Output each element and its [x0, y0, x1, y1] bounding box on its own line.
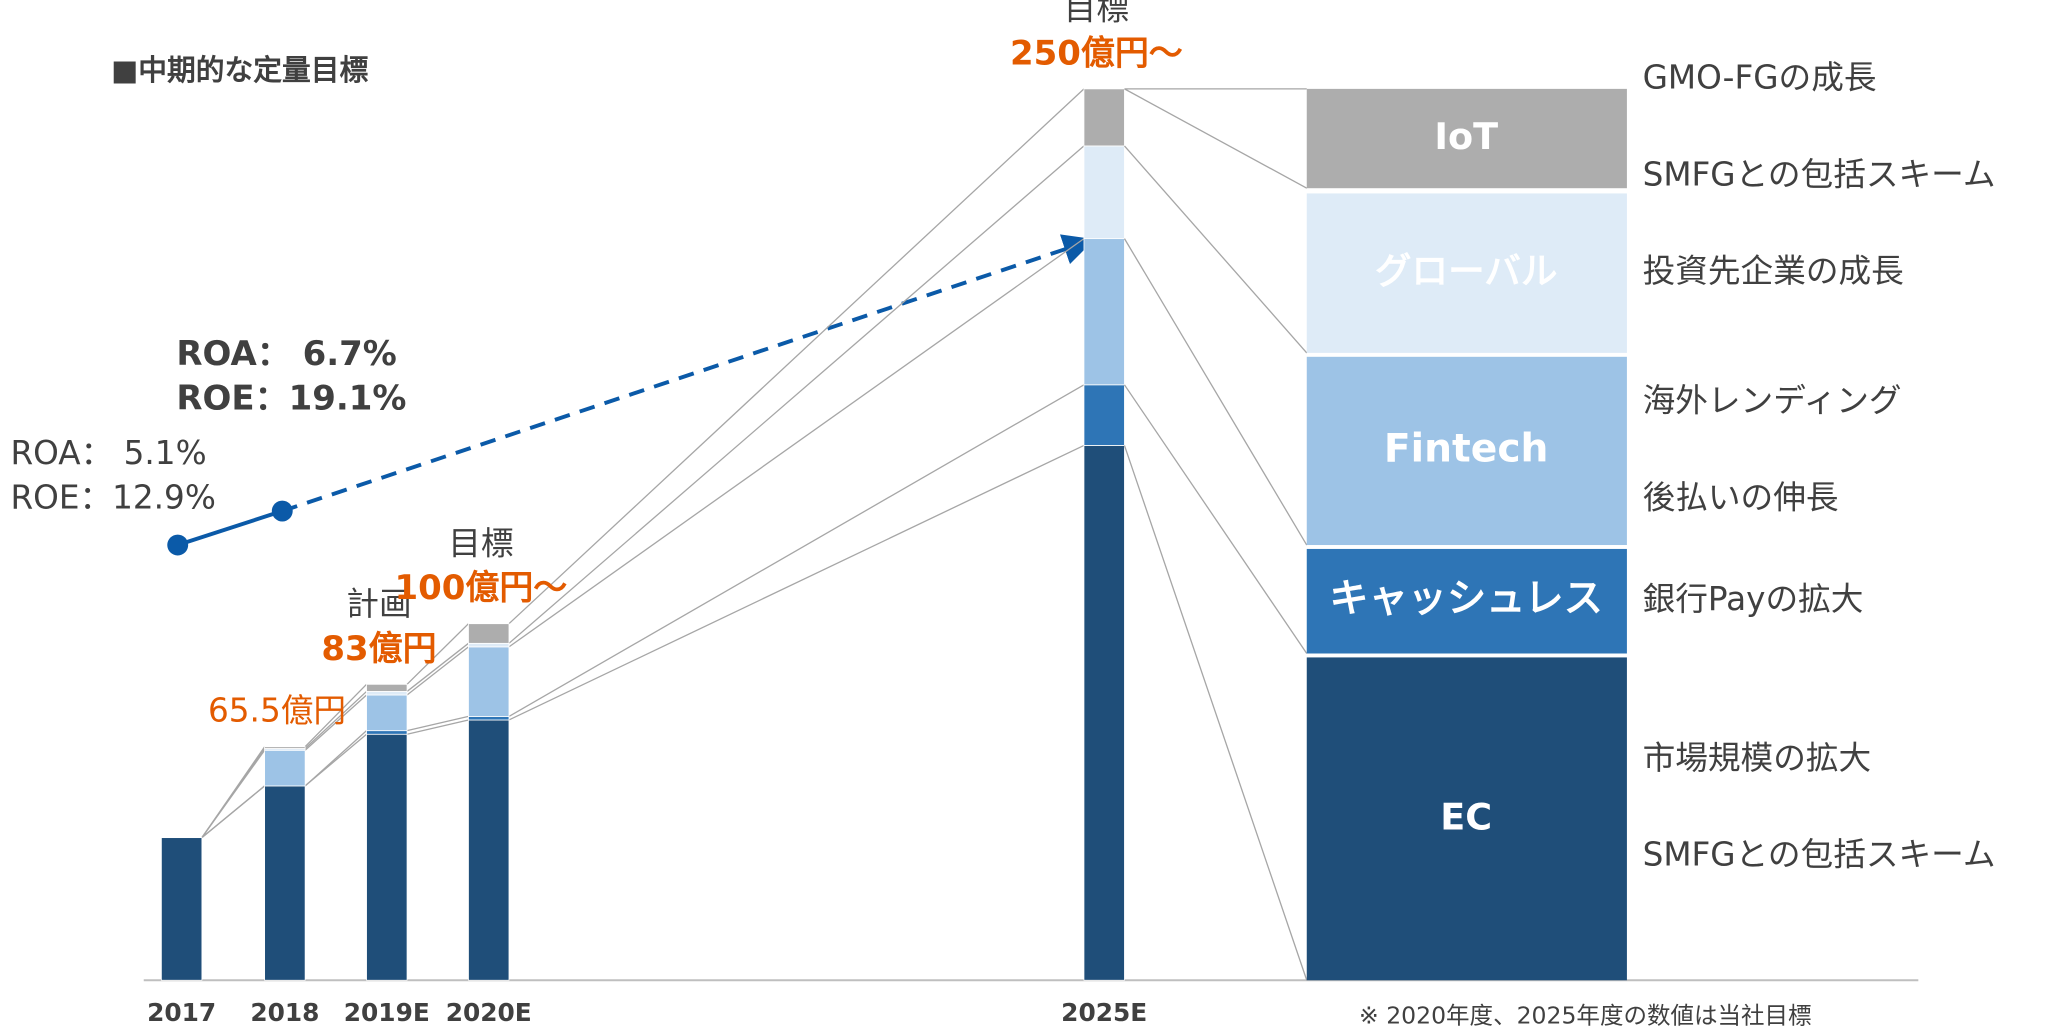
bar-segment [468, 642, 510, 648]
x-tick-label: 2019E [344, 998, 430, 1026]
total-label: 65.5億円 [208, 692, 346, 730]
bar-segment [264, 785, 306, 981]
connector [406, 642, 469, 692]
bar-segment [366, 691, 408, 696]
x-tick-label: 2025E [1061, 998, 1147, 1026]
bar-segment [468, 646, 510, 717]
ratio-point [167, 534, 189, 556]
legend-box [1306, 657, 1627, 981]
bar-segment [1083, 88, 1125, 147]
ratio-point [271, 500, 293, 522]
connector [508, 238, 1085, 648]
bar-segment [160, 837, 203, 981]
legend-box [1306, 548, 1627, 654]
ratio-text: ROE：12.9% [10, 478, 215, 516]
total-label: 100億円～ [394, 568, 567, 608]
connector [304, 730, 367, 787]
legend-note: 海外レンディング [1643, 382, 1902, 420]
connector [508, 384, 1085, 717]
legend-note: SMFGとの包括スキーム [1643, 155, 1996, 193]
connector [304, 683, 368, 748]
x-tick-label: 2018 [250, 998, 319, 1026]
connector [201, 785, 266, 839]
bar-segment [468, 623, 510, 644]
bar-segment [468, 719, 510, 981]
bar-segment [264, 746, 306, 749]
ratio-target-text: ROE：19.1% [176, 378, 406, 418]
legend-note: GMO-FGの成長 [1643, 59, 1877, 97]
connector [304, 690, 367, 749]
total-caption: 目標 [1064, 0, 1129, 27]
legend-box [1306, 88, 1627, 189]
connector [1123, 145, 1308, 354]
chart-title: ■中期的な定量目標 [111, 53, 368, 87]
ratio-line [177, 509, 283, 547]
ratio-target-text: ROA： 6.7% [176, 334, 396, 374]
legend-label: IoT [1434, 115, 1498, 158]
connector [406, 646, 469, 696]
connector [1123, 445, 1308, 981]
connector [508, 145, 1085, 644]
connector [406, 715, 469, 732]
bar-segment [366, 683, 408, 692]
legend-label: キャッシュレス [1329, 577, 1603, 622]
connector [304, 694, 367, 751]
x-tick-label: 2020E [446, 998, 532, 1026]
bar-segment [366, 694, 408, 732]
total-label: 250億円～ [1010, 33, 1183, 73]
legend-box [1306, 193, 1627, 353]
x-tick-label: 2017 [147, 998, 216, 1026]
legend-box [1306, 356, 1627, 546]
total-label: 83億円 [321, 629, 436, 669]
bar-segment [468, 716, 510, 721]
connector [1123, 384, 1308, 654]
bar-segment [366, 730, 408, 735]
bar-segment [264, 749, 306, 787]
legend-note: 投資先企業の成長 [1643, 252, 1904, 290]
legend-label: EC [1440, 795, 1492, 838]
total-caption: 計画 [346, 585, 411, 623]
connector [201, 746, 266, 839]
legend-note: 後払いの伸長 [1643, 478, 1839, 516]
total-caption: 目標 [448, 524, 513, 562]
connector [508, 444, 1085, 721]
connector [1124, 88, 1308, 189]
bar-segment [1083, 238, 1125, 386]
connector [406, 623, 469, 685]
bar-segment [1083, 445, 1125, 981]
ratio-target-arrow [281, 234, 1095, 513]
bar-segment [1083, 384, 1125, 446]
bar-segment [1083, 145, 1125, 240]
legend-note: 銀行Payの拡大 [1643, 580, 1864, 618]
connector [406, 719, 469, 735]
connector [1123, 238, 1308, 546]
ratio-text: ROA： 5.1% [10, 434, 206, 472]
legend-note: SMFGとの包括スキーム [1643, 836, 1996, 874]
legend-label: グローバル [1375, 250, 1558, 293]
footnote: ※ 2020年度、2025年度の数値は当社目標 [1359, 1001, 1812, 1026]
bar-segment [366, 733, 408, 981]
legend-note: 市場規模の拡大 [1643, 739, 1872, 777]
legend-label: Fintech [1384, 426, 1549, 471]
connector [508, 88, 1085, 625]
